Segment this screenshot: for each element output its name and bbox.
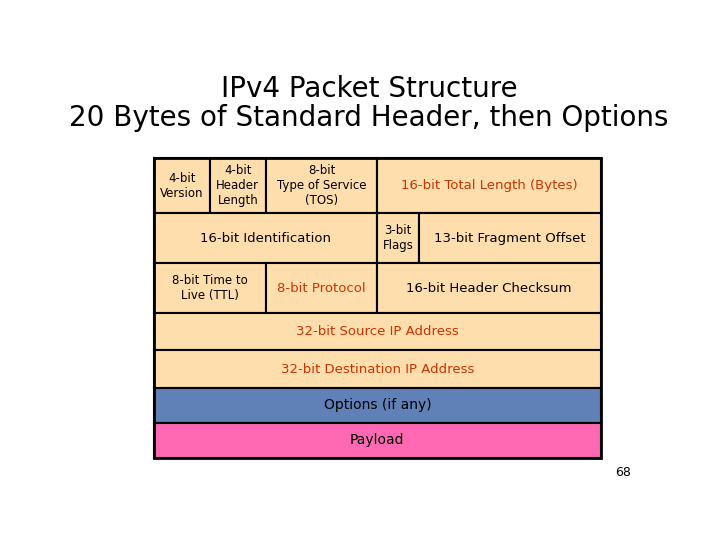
Text: 4-bit
Header
Length: 4-bit Header Length (217, 164, 259, 207)
Bar (266, 263, 377, 313)
Text: 32-bit Source IP Address: 32-bit Source IP Address (296, 325, 459, 338)
Bar (210, 158, 266, 213)
Text: 16-bit Identification: 16-bit Identification (200, 232, 331, 245)
Text: 8-bit Protocol: 8-bit Protocol (277, 281, 366, 295)
Text: 8-bit Time to
Live (TTL): 8-bit Time to Live (TTL) (172, 274, 248, 302)
Text: 16-bit Total Length (Bytes): 16-bit Total Length (Bytes) (400, 179, 577, 192)
Text: 4-bit
Version: 4-bit Version (161, 172, 204, 200)
Text: 13-bit Fragment Offset: 13-bit Fragment Offset (434, 232, 585, 245)
Bar (154, 350, 600, 388)
Bar (154, 423, 600, 458)
Bar (419, 213, 600, 263)
Bar (154, 158, 600, 458)
Text: 3-bit
Flags: 3-bit Flags (383, 224, 414, 252)
Bar (266, 158, 377, 213)
Text: 8-bit
Type of Service
(TOS): 8-bit Type of Service (TOS) (276, 164, 366, 207)
Bar (154, 213, 377, 263)
Text: 32-bit Destination IP Address: 32-bit Destination IP Address (281, 363, 474, 376)
Text: Payload: Payload (350, 433, 405, 447)
Text: Options (if any): Options (if any) (323, 399, 431, 413)
Bar (377, 263, 600, 313)
Text: IPv4 Packet Structure: IPv4 Packet Structure (221, 75, 517, 103)
Text: 68: 68 (616, 465, 631, 478)
Bar (377, 213, 419, 263)
Bar (377, 158, 600, 213)
Bar (154, 313, 600, 350)
Bar (154, 388, 600, 423)
Text: 16-bit Header Checksum: 16-bit Header Checksum (406, 281, 572, 295)
Bar (154, 263, 266, 313)
Bar (154, 158, 210, 213)
Text: 20 Bytes of Standard Header, then Options: 20 Bytes of Standard Header, then Option… (69, 104, 669, 132)
